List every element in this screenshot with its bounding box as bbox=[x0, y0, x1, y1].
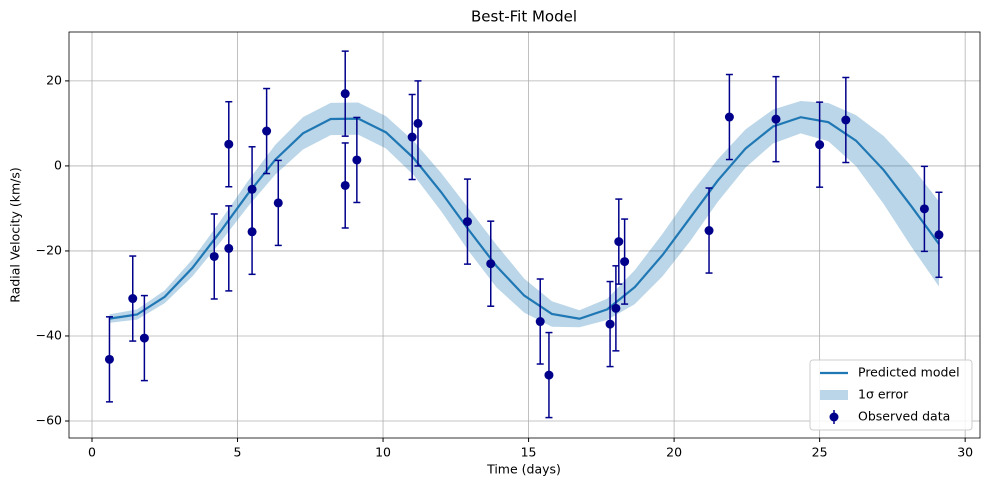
y-tick-label: −20 bbox=[36, 242, 62, 257]
data-point bbox=[462, 178, 472, 265]
marker bbox=[841, 115, 851, 125]
marker bbox=[544, 370, 554, 380]
data-point bbox=[486, 220, 496, 307]
plot-frame bbox=[68, 31, 981, 439]
x-tick-label: 5 bbox=[234, 445, 242, 460]
marker bbox=[224, 139, 234, 149]
data-point bbox=[104, 316, 114, 403]
data-point bbox=[605, 280, 615, 368]
x-tick-label: 30 bbox=[957, 445, 973, 460]
data-point bbox=[224, 205, 234, 292]
marker bbox=[407, 132, 417, 142]
data-point bbox=[340, 142, 350, 229]
legend: Predicted model 1σ error Observed data bbox=[809, 359, 973, 431]
data-point bbox=[620, 218, 630, 305]
data-point bbox=[704, 187, 714, 274]
data-point bbox=[535, 278, 545, 365]
legend-item: 1σ error bbox=[820, 387, 909, 402]
legend-item: Predicted model bbox=[820, 365, 960, 380]
y-tick-label: 20 bbox=[46, 72, 62, 87]
x-tick-label: 25 bbox=[812, 445, 828, 460]
data-point bbox=[919, 165, 929, 253]
data-point bbox=[614, 198, 624, 285]
data-point bbox=[139, 294, 149, 382]
marker bbox=[340, 89, 350, 99]
chart-title: Best-Fit Model bbox=[471, 8, 577, 26]
x-tick-label: 20 bbox=[666, 445, 682, 460]
data-point bbox=[934, 191, 944, 279]
data-point bbox=[262, 87, 272, 175]
legend-item: Observed data bbox=[829, 409, 950, 424]
x-tick-label: 10 bbox=[375, 445, 391, 460]
marker bbox=[139, 333, 149, 343]
marker bbox=[620, 257, 630, 267]
marker bbox=[815, 140, 825, 150]
data-point bbox=[724, 73, 734, 161]
legend-swatch bbox=[829, 412, 839, 422]
data-point bbox=[841, 76, 851, 164]
data-point bbox=[771, 75, 781, 163]
marker bbox=[605, 319, 615, 329]
marker bbox=[934, 230, 944, 240]
marker bbox=[724, 112, 734, 122]
model-line bbox=[109, 116, 940, 320]
data-point bbox=[815, 101, 825, 188]
marker bbox=[209, 251, 219, 261]
data-point bbox=[247, 188, 257, 276]
data-point bbox=[128, 255, 138, 342]
marker bbox=[771, 114, 781, 124]
legend-label: Predicted model bbox=[858, 365, 960, 380]
y-tick-label: 0 bbox=[54, 157, 62, 172]
marker bbox=[462, 217, 472, 227]
legend-swatch bbox=[820, 390, 848, 400]
data-point bbox=[340, 50, 350, 137]
data-point bbox=[352, 116, 362, 204]
y-tick-label: −40 bbox=[36, 327, 62, 342]
data-point bbox=[413, 80, 423, 167]
grid bbox=[69, 32, 980, 438]
data-point bbox=[407, 93, 417, 181]
marker bbox=[262, 126, 272, 136]
legend-box bbox=[809, 359, 973, 431]
marker bbox=[340, 180, 350, 190]
y-axis-label: Radial Velocity (km/s) bbox=[8, 167, 23, 303]
marker bbox=[104, 354, 114, 364]
marker bbox=[128, 294, 138, 304]
legend-label: 1σ error bbox=[858, 387, 909, 402]
x-tick-label: 15 bbox=[521, 445, 537, 460]
marker bbox=[413, 118, 423, 128]
data-point bbox=[273, 159, 283, 247]
marker bbox=[486, 259, 496, 269]
y-tick-label: −60 bbox=[36, 412, 62, 427]
data-point bbox=[224, 100, 234, 188]
marker bbox=[611, 303, 621, 313]
marker bbox=[704, 226, 714, 236]
marker bbox=[535, 317, 545, 327]
error-band bbox=[109, 101, 939, 328]
x-tick-label: 0 bbox=[88, 445, 96, 460]
marker bbox=[919, 204, 929, 214]
x-axis-label: Time (days) bbox=[486, 462, 561, 477]
marker bbox=[273, 198, 283, 208]
marker bbox=[614, 237, 624, 247]
marker bbox=[352, 155, 362, 165]
marker bbox=[247, 227, 257, 237]
data-point bbox=[544, 331, 554, 419]
legend-label: Observed data bbox=[858, 409, 950, 424]
marker bbox=[224, 243, 234, 253]
data-point bbox=[209, 213, 219, 300]
